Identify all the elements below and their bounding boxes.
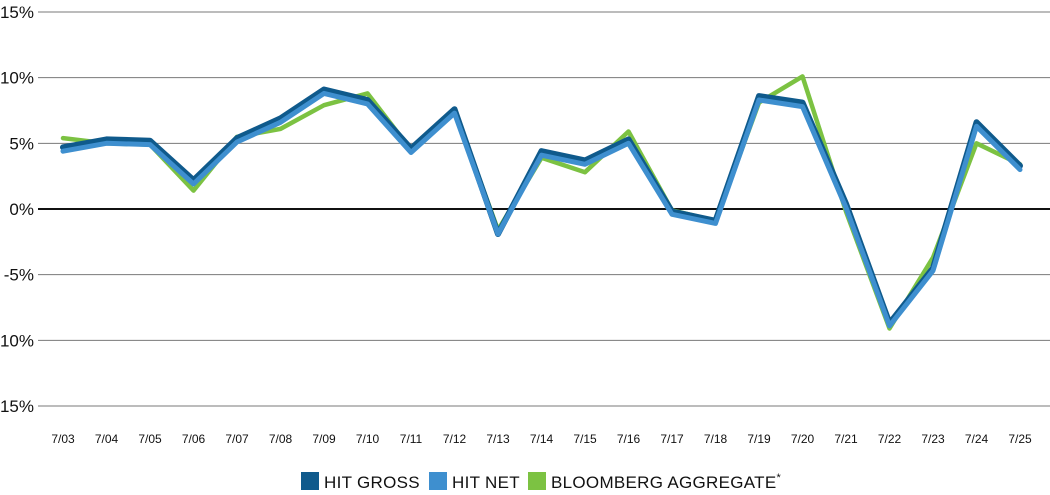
series-line-hit-net — [60, 90, 1023, 329]
legend-swatch — [429, 472, 447, 490]
legend-item-bloomberg-aggregate: BLOOMBERG AGGREGATE* — [528, 472, 782, 492]
x-tick-label: 7/20 — [791, 432, 815, 446]
x-tick-label: 7/04 — [95, 432, 119, 446]
legend-label: HIT GROSS — [324, 473, 420, 492]
x-axis-tick-labels: 7/03 7/04 7/05 7/06 7/07 7/08 7/09 7/10 7/11 7/12… — [51, 432, 1032, 446]
x-tick-label: 7/14 — [530, 432, 554, 446]
x-tick-label: 7/16 — [617, 432, 641, 446]
legend-item-hit-net: HIT NET — [429, 472, 520, 492]
legend-label: HIT NET — [452, 473, 520, 492]
x-tick-label: 7/05 — [138, 432, 162, 446]
x-tick-label: 7/15 — [573, 432, 597, 446]
x-tick-label: 7/22 — [878, 432, 902, 446]
x-tick-label: 7/19 — [747, 432, 771, 446]
x-tick-label: 7/09 — [312, 432, 336, 446]
x-tick-label: 7/24 — [965, 432, 989, 446]
x-tick-label: 7/06 — [182, 432, 206, 446]
x-tick-label: 7/23 — [921, 432, 945, 446]
series-lines — [60, 74, 1023, 331]
y-tick-label: -15% — [0, 397, 34, 416]
x-tick-label: 7/25 — [1008, 432, 1032, 446]
x-tick-label: 7/12 — [443, 432, 467, 446]
x-tick-label: 7/10 — [356, 432, 380, 446]
y-tick-label: -10% — [0, 331, 34, 350]
x-tick-label: 7/11 — [400, 432, 423, 446]
x-tick-label: 7/13 — [486, 432, 510, 446]
y-axis-tick-labels: 15% 10% 5% 0% -5% -10% -15% — [0, 3, 34, 416]
x-tick-label: 7/21 — [834, 432, 858, 446]
y-tick-label: 15% — [0, 3, 34, 22]
legend-swatch — [301, 472, 319, 490]
y-tick-label: 10% — [0, 69, 34, 88]
y-tick-label: 0% — [9, 200, 34, 219]
x-tick-label: 7/18 — [704, 432, 728, 446]
legend-swatch — [528, 472, 546, 490]
x-tick-label: 7/07 — [225, 432, 249, 446]
legend: HIT GROSS HIT NET BLOOMBERG AGGREGATE* — [301, 472, 782, 492]
x-tick-label: 7/08 — [269, 432, 293, 446]
x-tick-label: 7/03 — [51, 432, 75, 446]
y-tick-label: -5% — [4, 266, 34, 285]
y-tick-label: 5% — [9, 134, 34, 153]
legend-item-hit-gross: HIT GROSS — [301, 472, 420, 492]
x-tick-label: 7/17 — [660, 432, 684, 446]
legend-label: BLOOMBERG AGGREGATE* — [551, 472, 782, 492]
grid-lines — [38, 11, 1050, 407]
